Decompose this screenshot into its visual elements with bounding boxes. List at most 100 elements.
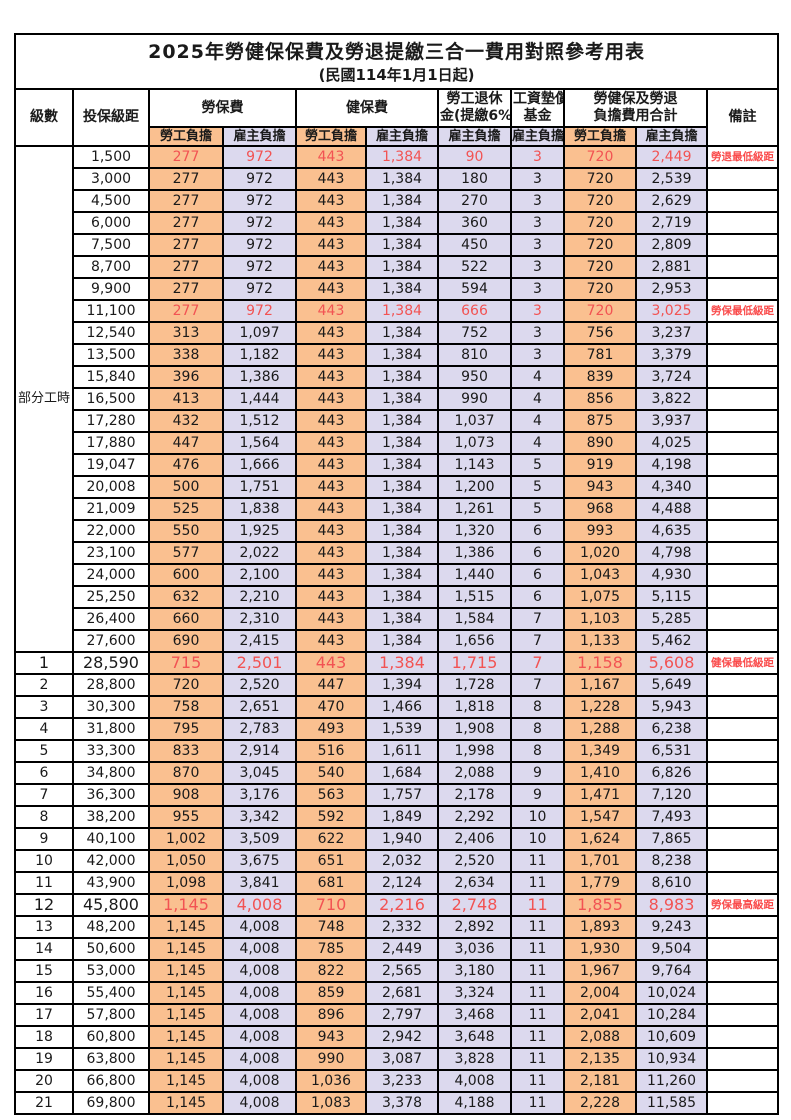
labor-employee-cell: 277 xyxy=(148,277,224,301)
total-employer-cell: 8,983 xyxy=(635,893,708,917)
total-employer-cell: 10,609 xyxy=(635,1025,708,1049)
level-cell: 10 xyxy=(14,849,74,873)
note-cell xyxy=(705,915,780,939)
labor-employee-cell: 447 xyxy=(148,431,224,455)
wage-fund-cell: 4 xyxy=(510,365,565,389)
level-cell: 9 xyxy=(14,827,74,851)
wage-fund-cell: 4 xyxy=(510,387,565,411)
total-employee-cell: 2,041 xyxy=(563,1003,637,1027)
pension-cell: 1,998 xyxy=(437,739,512,763)
col-header-pension: 勞工退休 金(提繳6%) xyxy=(437,88,512,128)
pension-cell: 3,468 xyxy=(437,1003,512,1027)
wage-fund-cell: 11 xyxy=(510,871,565,895)
labor-employer-cell: 1,097 xyxy=(222,321,297,345)
level-cell: 19 xyxy=(14,1047,74,1071)
pension-cell: 2,406 xyxy=(437,827,512,851)
pension-cell: 2,892 xyxy=(437,915,512,939)
pension-cell: 3,036 xyxy=(437,937,512,961)
labor-employer-cell: 1,182 xyxy=(222,343,297,367)
health-employee-cell: 516 xyxy=(295,739,367,763)
health-employer-cell: 1,384 xyxy=(365,453,439,477)
health-employee-cell: 443 xyxy=(295,343,367,367)
labor-employee-cell: 1,002 xyxy=(148,827,224,851)
labor-employer-cell: 2,415 xyxy=(222,629,297,653)
bracket-cell: 34,800 xyxy=(72,761,150,785)
table-row: 2 28,800 720 2,520 447 1,394 1,728 7 1,167 5,649 xyxy=(14,673,780,697)
table-title-cell: 2025年勞健保保費及勞退提繳三合一費用對照參考用表 (民國114年1月1日起) xyxy=(13,33,780,90)
total-employer-cell: 11,260 xyxy=(635,1069,708,1093)
table-row: 15,840 396 1,386 443 1,384 950 4 839 3,724 xyxy=(15,365,780,389)
health-employee-cell: 443 xyxy=(295,475,367,499)
total-employer-cell: 3,937 xyxy=(635,409,708,433)
pension-cell: 594 xyxy=(437,277,512,301)
labor-employer-cell: 3,342 xyxy=(222,805,297,829)
level-cell: 12 xyxy=(14,893,74,917)
wage-fund-cell: 6 xyxy=(510,541,565,565)
total-employee-cell: 1,624 xyxy=(563,827,637,851)
table-row: 12 45,800 1,145 4,008 710 2,216 2,748 11 1,855 8,… xyxy=(14,893,780,917)
health-employer-cell: 2,032 xyxy=(365,849,439,873)
pension-cell: 180 xyxy=(437,167,512,191)
level-cell: 13 xyxy=(14,915,74,939)
bracket-cell: 27,600 xyxy=(72,629,150,653)
table-row: 5 33,300 833 2,914 516 1,611 1,998 8 1,349 6,531 xyxy=(14,739,780,763)
labor-employer-cell: 972 xyxy=(222,189,297,213)
table-row: 17,280 432 1,512 443 1,384 1,037 4 875 3,937 xyxy=(15,409,780,433)
total-employer-cell: 10,024 xyxy=(635,981,708,1005)
health-employee-cell: 443 xyxy=(295,453,367,477)
total-employee-cell: 856 xyxy=(563,387,637,411)
wage-fund-cell: 3 xyxy=(510,343,565,367)
note-cell xyxy=(705,1047,780,1071)
pension-cell: 3,828 xyxy=(437,1047,512,1071)
wage-fund-cell: 11 xyxy=(510,893,565,917)
total-employer-cell: 4,635 xyxy=(635,519,708,543)
level-cell: 4 xyxy=(14,717,74,741)
labor-employee-cell: 1,145 xyxy=(148,959,224,983)
bracket-cell: 4,500 xyxy=(72,189,150,213)
health-employer-cell: 1,384 xyxy=(365,387,439,411)
bracket-cell: 43,900 xyxy=(72,871,150,895)
total-employee-cell: 1,167 xyxy=(563,673,637,697)
bracket-cell: 48,200 xyxy=(72,915,150,939)
health-employee-cell: 990 xyxy=(295,1047,367,1071)
labor-employer-cell: 4,008 xyxy=(222,1003,297,1027)
note-cell xyxy=(705,607,780,631)
bracket-cell: 1,500 xyxy=(72,145,150,169)
pension-cell: 4,188 xyxy=(437,1091,512,1115)
health-employer-cell: 1,384 xyxy=(365,299,439,323)
total-employer-cell: 3,822 xyxy=(635,387,708,411)
pension-cell: 2,520 xyxy=(437,849,512,873)
wage-fund-cell: 11 xyxy=(510,1069,565,1093)
pension-cell: 950 xyxy=(437,365,512,389)
page-title: 2025年勞健保保費及勞退提繳三合一費用對照參考用表 xyxy=(148,41,645,63)
note-cell xyxy=(705,805,780,829)
health-employer-cell: 1,384 xyxy=(365,255,439,279)
total-employer-cell: 2,719 xyxy=(635,211,708,235)
total-employer-cell: 5,943 xyxy=(635,695,708,719)
labor-employer-cell: 4,008 xyxy=(222,1069,297,1093)
total-employee-cell: 1,547 xyxy=(563,805,637,829)
level-cell: 14 xyxy=(14,937,74,961)
total-employer-cell: 6,531 xyxy=(635,739,708,763)
page-subtitle: (民國114年1月1日起) xyxy=(318,66,475,84)
pension-cell: 1,584 xyxy=(437,607,512,631)
pension-cell: 1,440 xyxy=(437,563,512,587)
total-employer-cell: 4,340 xyxy=(635,475,708,499)
labor-employer-cell: 3,509 xyxy=(222,827,297,851)
health-employee-cell: 443 xyxy=(295,431,367,455)
bracket-cell: 28,590 xyxy=(72,651,150,675)
wage-fund-cell: 3 xyxy=(510,189,565,213)
labor-employee-cell: 313 xyxy=(148,321,224,345)
labor-employer-cell: 4,008 xyxy=(222,1091,297,1115)
health-employee-cell: 943 xyxy=(295,1025,367,1049)
labor-employer-cell: 1,564 xyxy=(222,431,297,455)
pension-cell: 450 xyxy=(437,233,512,257)
col-header-total: 勞健保及勞退 負擔費用合計 xyxy=(563,88,708,128)
level-cell: 3 xyxy=(14,695,74,719)
note-cell xyxy=(705,409,780,433)
note-cell xyxy=(705,453,780,477)
total-employer-cell: 2,953 xyxy=(635,277,708,301)
col-header-bracket: 投保級距 xyxy=(72,88,150,147)
note-cell xyxy=(705,475,780,499)
note-cell: 勞保最低級距 xyxy=(705,299,780,323)
